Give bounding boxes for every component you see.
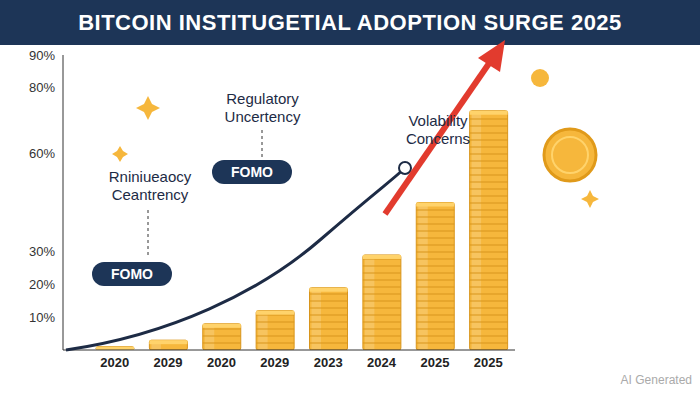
html-text:Rniniueaocy Ceantrency: Rniniueaocy Ceantrency [108,168,192,203]
svg-text:2024: 2024 [367,355,397,370]
html-text:BITCOIN INSTITUGETIAL ADOPTION: BITCOIN INSTITUGETIAL ADOPTION SURGE 202… [78,10,622,35]
svg-text:60%: 60% [29,146,55,161]
svg-text:2025: 2025 [474,355,503,370]
svg-text:2029: 2029 [154,355,183,370]
html-text:Volability Concerns: Volability Concerns [405,112,471,147]
svg-text:2025: 2025 [420,355,449,370]
svg-text:30%: 30% [29,244,55,259]
svg-text:2020: 2020 [100,355,129,370]
html-text:FOMO: FOMO [111,266,153,282]
svg-text:90%: 90% [29,48,55,63]
html-text:Regulatory Uncertency: Regulatory Uncertency [224,90,301,125]
svg-text:2029: 2029 [260,355,289,370]
svg-text:10%: 10% [29,310,55,325]
html-text:FOMO: FOMO [231,164,273,180]
svg-text:20%: 20% [29,277,55,292]
svg-text:80%: 80% [29,80,55,95]
html-text:AI Generated: AI Generated [620,373,692,387]
svg-text:2023: 2023 [314,355,343,370]
svg-text:2020: 2020 [207,355,236,370]
